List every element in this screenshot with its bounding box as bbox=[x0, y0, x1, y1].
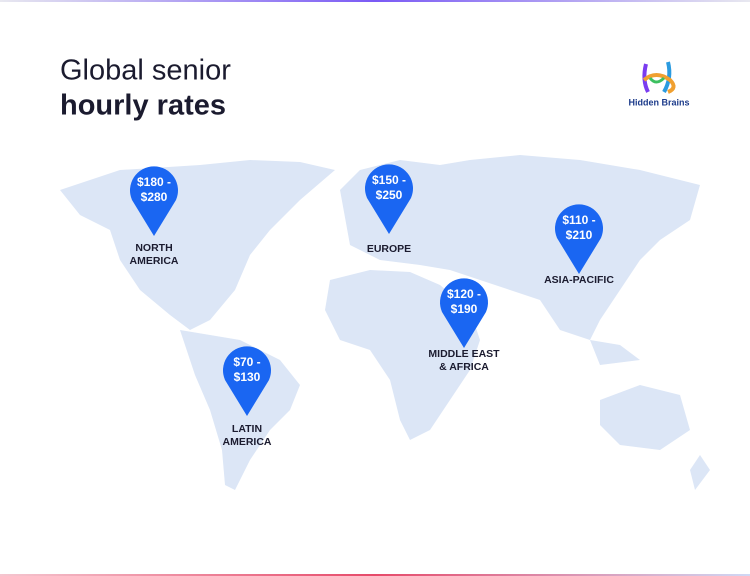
region-label: MIDDLE EAST bbox=[428, 348, 500, 360]
rate-text: $280 bbox=[141, 190, 168, 204]
top-border bbox=[0, 0, 750, 2]
rate-text: $190 bbox=[451, 302, 478, 316]
rate-text: $120 - bbox=[447, 287, 481, 301]
rate-text: $180 - bbox=[137, 175, 171, 189]
region-label: & AFRICA bbox=[439, 361, 489, 373]
rate-text: $210 bbox=[566, 228, 593, 242]
rate-text: $150 - bbox=[372, 173, 406, 187]
rate-text: $250 bbox=[376, 188, 403, 202]
pin bbox=[365, 164, 414, 234]
rate-text: $130 bbox=[234, 370, 261, 384]
region-label: AMERICA bbox=[130, 255, 179, 267]
logo: Hidden Brains bbox=[628, 61, 690, 107]
pin bbox=[440, 278, 488, 348]
region-label: AMERICA bbox=[223, 436, 272, 448]
region-label: NORTH bbox=[135, 242, 172, 254]
title-line: Global senior bbox=[60, 55, 231, 87]
pin bbox=[130, 166, 178, 236]
region-pin: $120 -$190 MIDDLE EAST& AFRICA bbox=[428, 278, 500, 373]
title-line: hourly rates bbox=[60, 90, 226, 122]
rate-text: $110 - bbox=[562, 213, 595, 227]
rate-text: $70 - bbox=[233, 355, 260, 369]
region-label: LATIN bbox=[232, 423, 262, 435]
region-label: ASIA-PACIFIC bbox=[544, 274, 614, 286]
region-label: EUROPE bbox=[367, 243, 411, 255]
pin bbox=[223, 346, 271, 416]
region-pin: $110 -$210 ASIA-PACIFIC bbox=[544, 204, 614, 286]
logo-text: Hidden Brains bbox=[628, 97, 689, 107]
region-pin: $150 -$250 EUROPE bbox=[365, 164, 414, 255]
pin bbox=[555, 204, 603, 274]
bottom-border bbox=[0, 574, 750, 576]
